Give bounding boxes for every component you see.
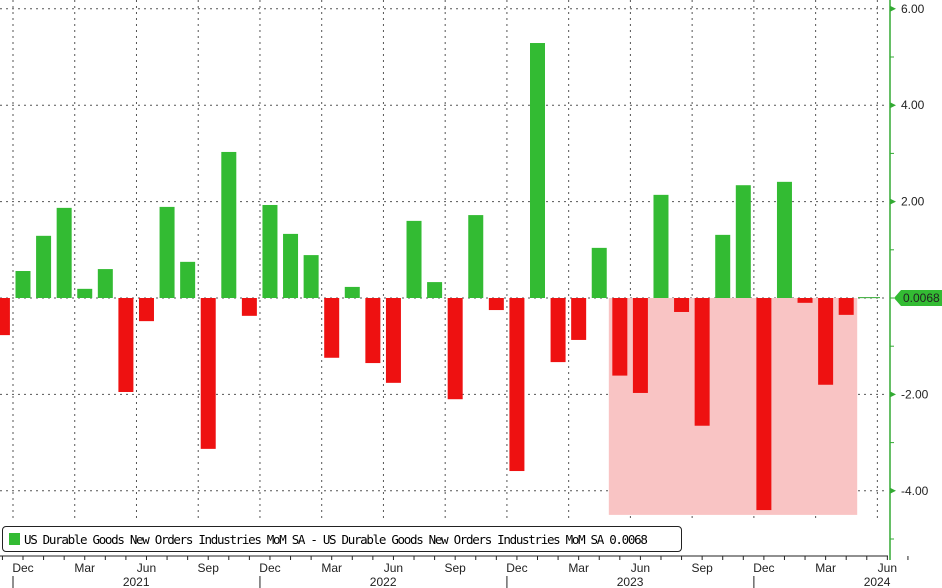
bar bbox=[447, 298, 463, 400]
x-tick-label: Mar bbox=[74, 561, 95, 575]
y-tick-label: -2.00 bbox=[901, 387, 929, 401]
bar bbox=[36, 235, 52, 298]
bar bbox=[653, 194, 669, 298]
bar bbox=[509, 298, 525, 472]
last-value-badge bbox=[894, 290, 942, 306]
bar bbox=[818, 298, 834, 385]
y-tick-marker bbox=[890, 5, 896, 12]
legend: US Durable Goods New Orders Industries M… bbox=[2, 526, 682, 552]
x-tick-label: Mar bbox=[321, 561, 342, 575]
bar bbox=[262, 204, 278, 298]
bar bbox=[530, 43, 545, 298]
bar bbox=[241, 298, 257, 316]
bar bbox=[797, 298, 813, 303]
bar bbox=[612, 298, 628, 376]
bar bbox=[838, 298, 854, 315]
bar bbox=[0, 298, 10, 336]
x-tick-label: Dec bbox=[753, 561, 774, 575]
bar bbox=[694, 298, 710, 426]
bar bbox=[632, 298, 648, 393]
y-tick-marker bbox=[890, 198, 896, 205]
bar bbox=[56, 207, 72, 298]
bar bbox=[427, 282, 443, 298]
x-tick-label: Sep bbox=[198, 561, 220, 575]
x-tick-label: Jun bbox=[878, 561, 897, 575]
last-value-label: 0.0068 bbox=[903, 291, 940, 305]
bar bbox=[591, 247, 607, 298]
x-tick-label: Dec bbox=[259, 561, 280, 575]
bar bbox=[674, 298, 690, 312]
bar bbox=[303, 255, 319, 298]
bar bbox=[180, 261, 196, 298]
year-label: 2021 bbox=[123, 575, 150, 588]
bar bbox=[159, 206, 175, 298]
bar bbox=[118, 298, 134, 392]
bar bbox=[756, 298, 772, 511]
year-label: 2024 bbox=[864, 575, 891, 588]
x-tick-label: Mar bbox=[568, 561, 589, 575]
bar bbox=[97, 269, 113, 298]
bar bbox=[488, 298, 504, 311]
x-tick-label: Jun bbox=[631, 561, 650, 575]
x-tick-label: Sep bbox=[691, 561, 713, 575]
bar bbox=[468, 215, 484, 298]
y-tick-label: -4.00 bbox=[901, 484, 929, 498]
bar bbox=[406, 220, 422, 298]
y-tick-marker bbox=[890, 487, 896, 494]
x-tick-label: Dec bbox=[506, 561, 527, 575]
y-tick-label: 6.00 bbox=[901, 2, 925, 16]
bar bbox=[15, 271, 31, 298]
legend-swatch bbox=[9, 533, 20, 545]
x-tick-label: Sep bbox=[445, 561, 467, 575]
bar bbox=[571, 298, 587, 340]
bar bbox=[344, 286, 360, 298]
x-tick-label: Jun bbox=[384, 561, 403, 575]
legend-text: US Durable Goods New Orders Industries M… bbox=[24, 531, 648, 547]
bar bbox=[550, 298, 566, 363]
y-tick-label: 4.00 bbox=[901, 98, 925, 112]
bar bbox=[385, 298, 401, 383]
bar bbox=[365, 298, 381, 364]
shaded-region bbox=[608, 298, 858, 515]
y-tick-marker bbox=[890, 102, 896, 109]
x-tick-label: Jun bbox=[137, 561, 156, 575]
x-tick-label: Mar bbox=[815, 561, 836, 575]
bar bbox=[283, 233, 299, 298]
bar bbox=[715, 234, 731, 298]
y-tick-marker bbox=[890, 391, 896, 398]
x-tick-label: Dec bbox=[12, 561, 33, 575]
bar bbox=[138, 298, 154, 322]
year-label: 2022 bbox=[370, 575, 397, 588]
bar bbox=[200, 298, 216, 449]
bar bbox=[221, 151, 237, 298]
y-tick-label: 2.00 bbox=[901, 195, 925, 209]
bar bbox=[735, 185, 751, 298]
year-label: 2023 bbox=[617, 575, 644, 588]
bar bbox=[324, 298, 340, 358]
bar bbox=[77, 288, 93, 298]
bar bbox=[776, 181, 792, 298]
